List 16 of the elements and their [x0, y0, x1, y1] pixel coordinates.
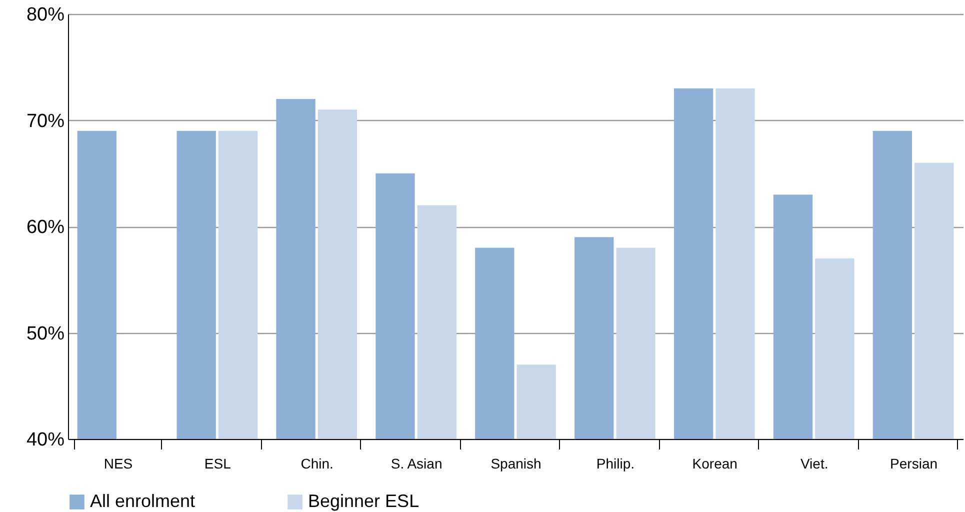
x-tick-label: Spanish: [490, 456, 542, 472]
x-tick-label: S. Asian: [390, 456, 442, 472]
x-tick-label: Korean: [692, 456, 738, 472]
y-tick-label: 40%: [26, 430, 65, 450]
x-tick-label: Chin.: [300, 456, 334, 472]
legend-label: Beginner ESL: [308, 491, 420, 511]
y-tick-label: 70%: [26, 110, 65, 132]
y-tick-label: 80%: [26, 4, 65, 26]
legend-label: All enrolment: [90, 491, 196, 511]
y-tick-label: 60%: [26, 217, 65, 238]
x-tick-label: Viet.: [800, 456, 828, 472]
x-tick-label: Philip.: [596, 456, 635, 472]
y-tick-label: 50%: [26, 323, 65, 344]
x-tick-label: NES: [104, 456, 133, 472]
x-tick-label: Persian: [890, 456, 938, 472]
x-tick-label: ESL: [204, 456, 232, 472]
